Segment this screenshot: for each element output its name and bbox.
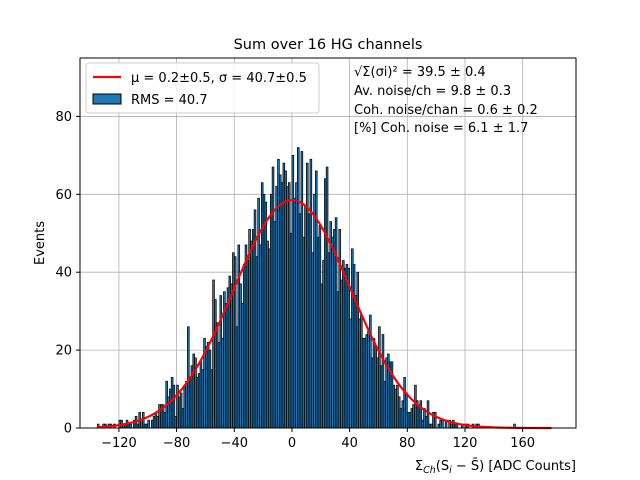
annotation-quadrature-sum: √Σ(σi)² = 39.5 ± 0.4 [354,65,486,80]
x-tick-label: −40 [221,436,248,451]
histogram-bar [147,419,150,429]
gaussian-fit-curve [97,199,552,430]
x-axis-label: ΣCh(Si − S̄) [ADC Counts] [415,459,576,476]
x-axis-label-sub-ch: Ch [423,465,436,476]
histogram-bars [96,147,516,429]
x-axis-label-minus: − [452,459,471,474]
annotation-coherent-noise: Coh. noise/chan = 0.6 ± 0.2 [354,103,538,118]
y-tick-label: 0 [64,422,72,437]
x-tick-label: −80 [163,436,190,451]
legend-box [85,62,320,114]
fit-annotations: √Σ(σi)² = 39.5 ± 0.4 Av. noise/ch = 9.8 … [354,65,538,136]
x-axis-label-sigma: Σ [415,459,423,474]
x-tick-label: 40 [341,436,358,451]
x-tick-label: −120 [101,436,137,451]
histogram-bar [129,423,132,429]
y-axis-label: Events [33,221,48,265]
legend-patch-swatch [92,93,122,105]
legend-label-fit: μ = 0.2±0.5, σ = 40.7±0.5 [131,71,307,86]
y-tick-label: 80 [55,110,72,125]
grid [80,58,576,429]
x-axis-label-body: (S [436,459,449,474]
x-axis-ticks: −120 −80 −40 0 40 80 120 160 [101,428,535,451]
x-axis-label-sbar: S̄ [471,459,479,474]
legend-label-rms: RMS = 40.7 [131,93,208,108]
y-tick-label: 40 [55,266,72,281]
histogram-bar [441,419,444,429]
x-axis-label-close: ) [ADC Counts] [479,459,576,474]
y-tick-label: 20 [55,344,72,359]
y-tick-label: 60 [55,188,72,203]
legend: μ = 0.2±0.5, σ = 40.7±0.5 RMS = 40.7 [85,62,320,114]
annotation-coherent-percent: [%] Coh. noise = 6.1 ± 1.7 [354,121,528,136]
x-tick-label: 160 [510,436,535,451]
x-tick-label: 120 [453,436,478,451]
annotation-avg-noise: Av. noise/ch = 9.8 ± 0.3 [354,84,511,99]
y-axis-ticks: 0 20 40 60 80 [55,110,80,437]
x-tick-label: 80 [399,436,416,451]
x-tick-label: 0 [288,436,296,451]
chart-title: Sum over 16 HG channels [234,37,423,53]
axes-frame [79,57,577,429]
x-axis-label-sub-i: i [449,465,452,476]
